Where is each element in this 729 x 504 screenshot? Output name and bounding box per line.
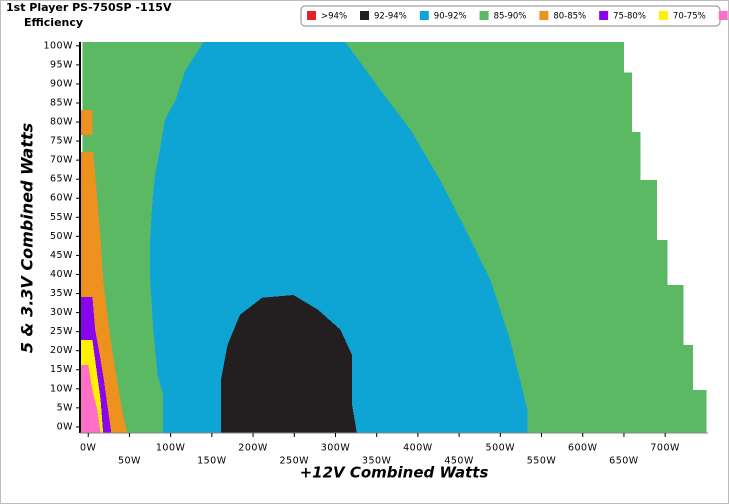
y-tick-label: 55W (50, 212, 73, 223)
legend-swatch (599, 11, 609, 20)
x-tick-label: 300W (321, 443, 351, 454)
y-tick-label: 90W (50, 78, 73, 89)
legend-swatch (658, 11, 668, 20)
y-tick-label: 40W (50, 269, 73, 280)
x-tick-label: 0W (80, 443, 97, 454)
y-tick-label: 0W (57, 421, 74, 432)
legend-label: 75-80% (613, 12, 646, 22)
y-tick-label: 95W (50, 59, 73, 70)
plot-area (80, 42, 708, 434)
legend-swatch (307, 11, 316, 20)
legend-label: 92-94% (374, 12, 407, 22)
legend-swatch (419, 11, 429, 20)
y-tick-label: 30W (50, 307, 73, 318)
x-tick-label: 600W (568, 443, 598, 454)
legend-swatch (360, 11, 370, 20)
x-tick-label: 650W (609, 456, 639, 467)
legend-swatch (539, 11, 549, 20)
legend-label: 90-92% (434, 12, 467, 22)
x-tick-label: 250W (280, 456, 310, 467)
efficiency-region (80, 364, 101, 433)
efficiency-region (220, 295, 357, 433)
y-tick-label: 70W (50, 155, 73, 166)
x-tick-label: 100W (156, 443, 186, 454)
legend-label: >94% (321, 12, 347, 22)
legend-swatch (718, 11, 728, 20)
x-tick-label: 500W (486, 443, 516, 454)
x-tick-label: 350W (362, 456, 392, 467)
y-tick-label: 100W (43, 40, 73, 51)
x-tick-label: 550W (527, 456, 557, 467)
y-tick-label: 85W (50, 97, 73, 108)
x-tick-label: 200W (238, 443, 268, 454)
y-tick-label: 25W (50, 326, 73, 337)
y-axis-label: 5 & 3.3V Combined Watts (18, 123, 37, 353)
y-tick-label: 5W (57, 402, 74, 413)
legend-swatch (479, 11, 489, 20)
y-tick-label: 20W (50, 345, 73, 356)
y-tick-label: 50W (50, 231, 73, 242)
x-tick-label: 400W (403, 443, 433, 454)
x-tick-label: 150W (197, 456, 227, 467)
legend-label: 85-90% (494, 12, 527, 22)
x-tick-label: 450W (444, 456, 474, 467)
y-tick-label: 35W (50, 288, 73, 299)
y-tick-label: 45W (50, 250, 73, 261)
x-axis-label: +12V Combined Watts (300, 464, 489, 482)
y-tick-label: 80W (50, 117, 73, 128)
x-tick-label: 50W (118, 456, 141, 467)
y-tick-label: 15W (50, 364, 73, 375)
x-tick-label: 700W (650, 443, 680, 454)
chart-title: 1st Player PS-750SP -115V (6, 1, 172, 14)
y-tick-label: 65W (50, 174, 73, 185)
y-tick-label: 75W (50, 136, 73, 147)
y-tick-label: 10W (50, 383, 73, 394)
legend-label: 70-75% (673, 12, 706, 22)
chart-subtitle: Efficiency (24, 16, 83, 29)
y-tick-label: 60W (50, 193, 73, 204)
legend-label: 80-85% (553, 12, 586, 22)
